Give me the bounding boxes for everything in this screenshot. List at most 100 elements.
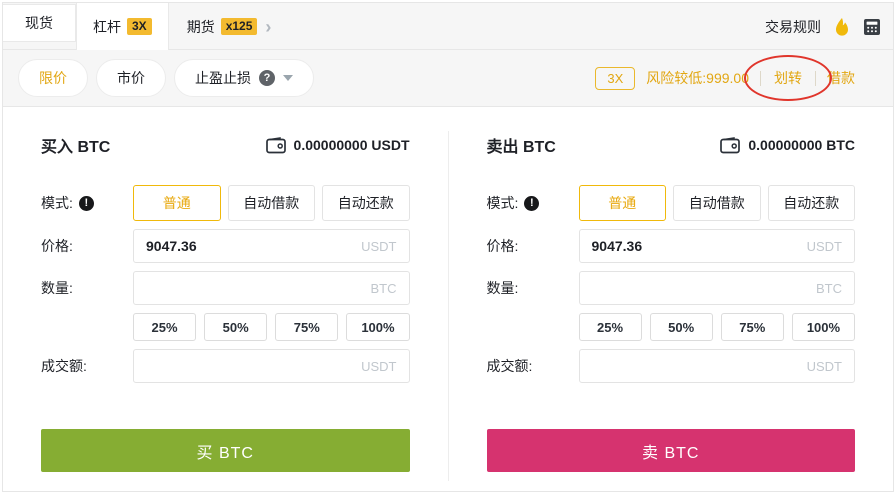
order-type-stop-label: 止盈止损 [195,70,251,86]
question-icon[interactable]: ? [259,70,275,86]
buy-mode-auto-borrow-button[interactable]: 自动借款 [227,185,315,221]
sell-percent-75-button[interactable]: 75% [720,313,784,341]
order-type-market[interactable]: 市价 [96,59,166,97]
order-type-bar: 限价 市价 止盈止损 ? 3X 风险较低:999.00 划转 借款 [3,50,893,107]
sell-price-label: 价格: [486,238,519,254]
chevron-down-icon[interactable] [283,75,293,81]
sell-total-row: 成交额: USDT [486,349,855,383]
sell-amount-input[interactable]: BTC [578,271,855,305]
buy-total-row: 成交额: USDT [41,349,410,383]
sell-mode-auto-repay-button[interactable]: 自动还款 [767,185,855,221]
leverage-badge[interactable]: 3X [595,66,636,90]
buy-mode-label-wrap: 模式: ! [41,193,133,213]
sell-panel: 卖出 BTC 0.00000000 BTC 模式: ! [449,107,894,491]
sell-panel-header: 卖出 BTC 0.00000000 BTC [486,133,855,157]
order-type-group: 限价 市价 止盈止损 ? [18,59,314,97]
calculator-icon[interactable] [863,18,881,36]
order-type-limit-label: 限价 [39,70,67,86]
buy-total-label: 成交额: [41,358,87,374]
buy-amount-row: 数量: BTC [41,271,410,305]
tab-futures-label: 期货 [186,18,215,35]
buy-price-input[interactable]: 9047.36 USDT [133,229,410,263]
buy-amount-unit: BTC [370,280,397,296]
buy-balance: 0.00000000 USDT [265,136,410,154]
sell-mode-auto-borrow-button[interactable]: 自动借款 [673,185,761,221]
wallet-icon [265,136,287,154]
sell-total-label: 成交额: [486,358,533,374]
order-type-stop-limit[interactable]: 止盈止损 ? [174,59,314,97]
sell-percent-100-button[interactable]: 100% [791,313,855,341]
sell-submit-button[interactable]: 卖 BTC [486,429,855,472]
buy-price-value: 9047.36 [146,238,197,254]
buy-panel-header: 买入 BTC 0.00000000 USDT [41,133,410,157]
buy-mode-group: 普通 自动借款 自动还款 [133,185,410,221]
buy-panel: 买入 BTC 0.00000000 USDT 模式: ! [3,107,448,491]
transfer-link[interactable]: 划转 [774,70,802,86]
sell-total-input[interactable]: USDT [578,349,855,383]
sell-mode-label-wrap: 模式: ! [487,193,579,213]
buy-mode-normal-button[interactable]: 普通 [133,185,221,221]
tab-margin[interactable]: 杠杆 3X [76,3,169,50]
sell-price-unit: USDT [806,238,842,254]
wallet-icon [720,136,741,154]
buy-mode-row: 模式: ! 普通 自动借款 自动还款 [41,185,410,221]
sell-percent-25-button[interactable]: 25% [578,313,642,341]
buy-total-input[interactable]: USDT [133,349,410,383]
sell-amount-row: 数量: BTC [486,271,855,305]
buy-amount-label: 数量: [41,280,73,296]
tabbar-tools: 交易规则 [765,3,893,50]
exclamation-icon[interactable]: ! [524,195,540,211]
tab-futures[interactable]: 期货 x125 › [169,3,290,50]
panel-divider [447,131,449,481]
divider [815,70,816,86]
market-tab-bar: 现货 杠杆 3X 期货 x125 › 交易规则 [3,3,893,50]
buy-price-unit: USDT [361,238,397,254]
sell-mode-row: 模式: ! 普通 自动借款 自动还款 [487,185,855,221]
risk-level-text: 风险较低:999.00 [646,70,749,86]
trade-panels: 买入 BTC 0.00000000 USDT 模式: ! [3,107,893,491]
flame-icon[interactable] [833,17,851,37]
buy-price-label: 价格: [41,238,73,254]
tab-spot[interactable]: 现货 [3,4,76,42]
buy-percent-75-button[interactable]: 75% [275,313,339,341]
buy-percent-row: 25% 50% 75% 100% [133,313,410,341]
buy-balance-value: 0.00000000 USDT [293,137,410,153]
buy-mode-auto-repay-button[interactable]: 自动还款 [322,185,410,221]
sell-percent-50-button[interactable]: 50% [649,313,713,341]
tab-margin-label: 杠杆 [93,18,121,35]
margin-leverage-badge: 3X [127,18,152,35]
tab-spot-label: 现货 [25,15,53,31]
sell-balance-value: 0.00000000 BTC [748,137,855,153]
buy-amount-input[interactable]: BTC [133,271,410,305]
buy-price-row: 价格: 9047.36 USDT [41,229,410,263]
transfer-wrap: 划转 [744,55,832,101]
buy-title: 买入 BTC [41,139,111,156]
buy-total-unit: USDT [361,358,397,374]
buy-submit-button[interactable]: 买 BTC [41,429,410,472]
exclamation-icon[interactable]: ! [78,195,94,211]
sell-price-row: 价格: 9047.36 USDT [486,229,855,263]
sell-mode-label: 模式: [486,195,519,211]
sell-balance: 0.00000000 BTC [720,136,855,154]
sell-price-value: 9047.36 [591,238,643,254]
sell-amount-unit: BTC [816,280,842,296]
buy-percent-50-button[interactable]: 50% [204,313,268,341]
sell-price-input[interactable]: 9047.36 USDT [578,229,855,263]
margin-info-group: 3X 风险较低:999.00 划转 借款 [595,55,855,101]
borrow-link[interactable]: 借款 [827,70,855,86]
buy-percent-100-button[interactable]: 100% [346,313,410,341]
order-type-market-label: 市价 [117,70,145,86]
futures-leverage-badge: x125 [220,18,258,35]
divider [760,70,761,86]
margin-trading-widget: 现货 杠杆 3X 期货 x125 › 交易规则 [2,2,894,492]
sell-mode-normal-button[interactable]: 普通 [578,185,666,221]
buy-percent-25-button[interactable]: 25% [133,313,197,341]
sell-mode-group: 普通 自动借款 自动还款 [578,185,855,221]
sell-title: 卖出 BTC [486,139,556,156]
chevron-right-icon: › [265,16,272,37]
trade-rules-link[interactable]: 交易规则 [765,18,821,35]
sell-total-unit: USDT [806,358,842,374]
buy-mode-label: 模式: [41,195,73,211]
sell-amount-label: 数量: [486,280,519,296]
order-type-limit[interactable]: 限价 [18,59,88,97]
